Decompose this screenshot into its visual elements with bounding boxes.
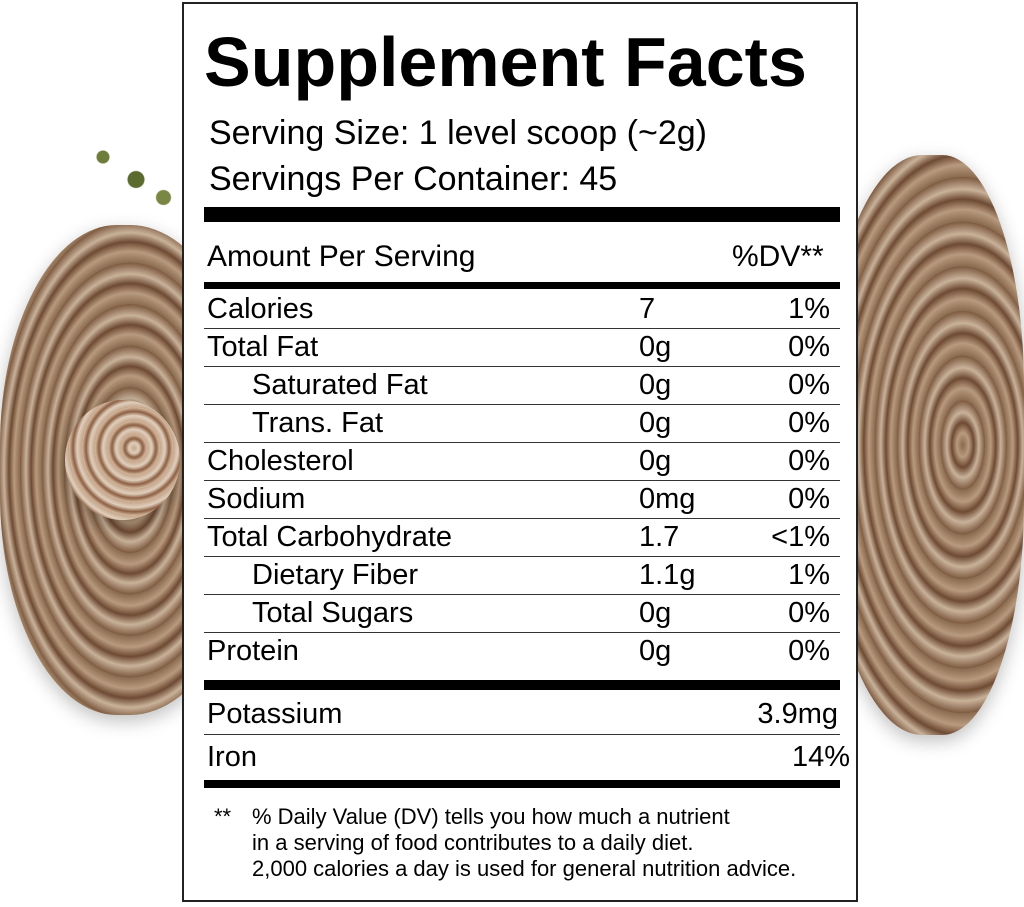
mineral-value: 14% (791, 741, 850, 773)
nutrient-dv: 0% (788, 331, 830, 363)
nutrient-dv: 0% (788, 635, 830, 667)
serving-size: Serving Size: 1 level scoop (~2g) (209, 114, 707, 152)
nutrient-dv: 0% (788, 597, 830, 629)
nutrient-amount: 0g (639, 369, 672, 401)
footnote-marker: ** (214, 804, 232, 829)
moss-image (70, 130, 180, 220)
nutrient-name: Dietary Fiber (252, 559, 418, 591)
divider-thick (204, 780, 840, 788)
nutrient-row: Dietary Fiber 1.1g 1% (204, 557, 840, 595)
nutrient-amount: 7 (639, 293, 656, 325)
nutrient-name: Sodium (207, 483, 306, 515)
nutrient-row: Sodium 0mg 0% (204, 481, 840, 519)
mushroom-image-small (65, 400, 180, 520)
nutrient-name: Trans. Fat (252, 407, 384, 439)
nutrient-name: Protein (207, 635, 299, 667)
nutrient-dv: 0% (788, 483, 830, 515)
nutrient-row: Saturated Fat 0g 0% (204, 367, 840, 405)
nutrient-amount: 0g (639, 407, 672, 439)
label-title: Supplement Facts (204, 23, 807, 101)
mineral-row: Iron 14% (204, 737, 850, 777)
nutrient-amount: 1.1g (639, 559, 696, 591)
nutrient-dv: 0% (788, 369, 830, 401)
divider-thick (204, 207, 840, 222)
footnote-line: % Daily Value (DV) tells you how much a … (252, 804, 730, 829)
mineral-row: Potassium 3.9mg (204, 694, 840, 735)
nutrient-name: Total Carbohydrate (207, 521, 453, 553)
nutrient-amount: 0g (639, 331, 672, 363)
amount-header: Amount Per Serving (207, 240, 476, 273)
nutrient-name: Saturated Fat (252, 369, 428, 401)
nutrient-amount: 0mg (639, 483, 696, 515)
nutrient-amount: 0g (639, 635, 672, 667)
nutrient-row: Calories 7 1% (204, 291, 840, 329)
dv-header: %DV** (732, 240, 824, 273)
nutrient-row: Total Carbohydrate 1.7 <1% (204, 519, 840, 557)
divider-medium (204, 282, 840, 289)
footnote-line: 2,000 calories a day is used for general… (252, 856, 797, 881)
supplement-facts-label: Supplement Facts Serving Size: 1 level s… (182, 2, 858, 902)
nutrient-dv: 0% (788, 407, 830, 439)
nutrient-amount: 0g (639, 445, 672, 477)
nutrient-name: Total Sugars (252, 597, 414, 629)
nutrient-row: Cholesterol 0g 0% (204, 443, 840, 481)
nutrient-name: Cholesterol (207, 445, 354, 477)
nutrient-amount: 1.7 (639, 521, 680, 553)
mineral-name: Potassium (207, 698, 343, 730)
nutrient-name: Total Fat (207, 331, 319, 363)
nutrient-dv: 1% (788, 559, 830, 591)
nutrient-row: Trans. Fat 0g 0% (204, 405, 840, 443)
mineral-value: 3.9mg (757, 698, 838, 730)
nutrient-row: Total Sugars 0g 0% (204, 595, 840, 633)
nutrient-row: Total Fat 0g 0% (204, 329, 840, 367)
nutrient-dv: <1% (771, 521, 830, 553)
mineral-name: Iron (207, 741, 257, 773)
nutrient-dv: 0% (788, 445, 830, 477)
nutrient-name: Calories (207, 293, 314, 325)
nutrient-dv: 1% (788, 293, 830, 325)
servings-per-container: Servings Per Container: 45 (209, 160, 618, 198)
nutrient-amount: 0g (639, 597, 672, 629)
divider-thick (204, 680, 840, 690)
nutrient-row: Protein 0g 0% (204, 633, 840, 670)
footnote-line: in a serving of food contributes to a da… (252, 830, 694, 855)
